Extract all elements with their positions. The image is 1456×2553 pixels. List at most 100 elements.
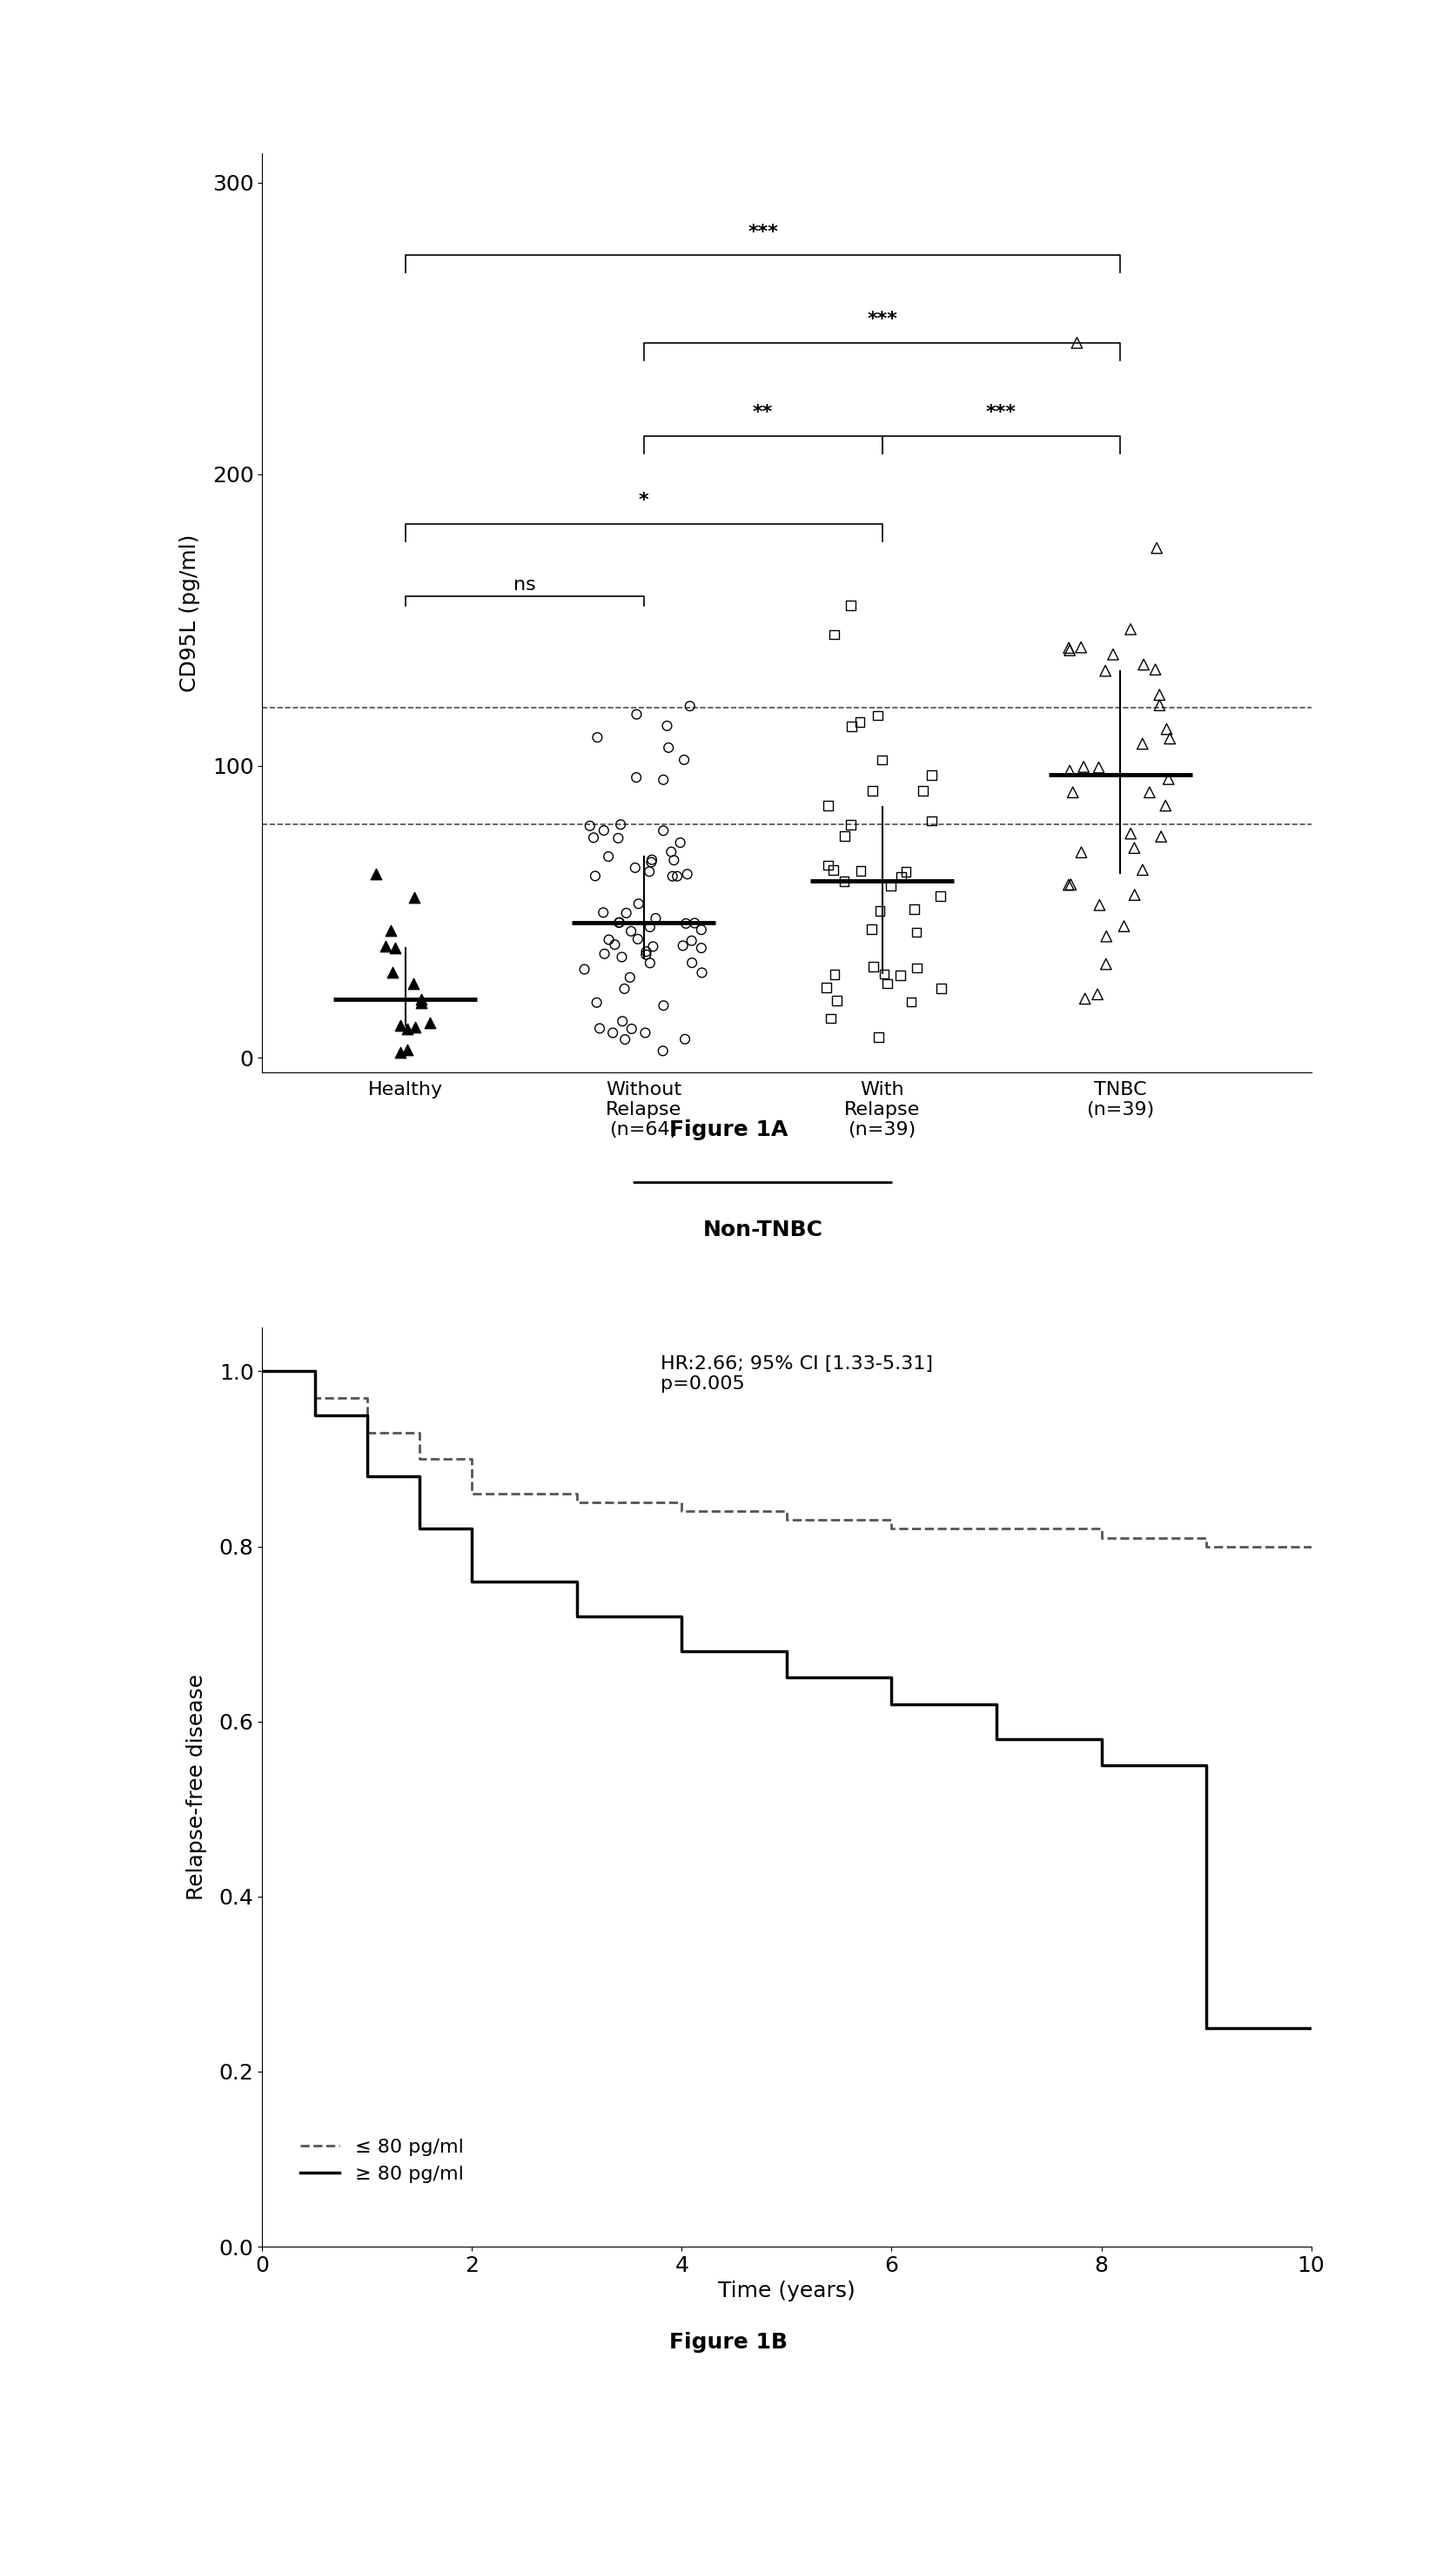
Point: [871, 740, 894, 781]
Point: [607, 901, 630, 942]
Point: [396, 1029, 419, 1070]
Point: [860, 947, 884, 988]
Point: [1069, 628, 1092, 669]
Point: [1153, 786, 1176, 827]
Point: [581, 817, 604, 858]
Point: [1093, 917, 1117, 957]
Point: [633, 934, 657, 975]
Text: ***: ***: [986, 403, 1016, 421]
Point: [1118, 608, 1142, 648]
Y-axis label: CD95L (pg/ml): CD95L (pg/ml): [179, 534, 199, 692]
Point: [409, 978, 432, 1019]
Point: [815, 786, 839, 827]
Point: [689, 909, 712, 950]
Point: [821, 850, 844, 891]
Point: [572, 950, 596, 991]
Point: [625, 694, 648, 735]
Point: [389, 1031, 412, 1072]
Point: [610, 937, 633, 978]
Point: [662, 840, 686, 881]
Point: [651, 1031, 674, 1072]
Point: [403, 1006, 427, 1047]
Point: [639, 842, 662, 883]
Point: [894, 853, 917, 894]
Point: [1155, 710, 1178, 751]
Point: [644, 899, 667, 940]
Point: [635, 932, 658, 973]
Point: [676, 853, 699, 894]
Point: [657, 728, 680, 768]
Point: [839, 705, 862, 745]
Point: [872, 955, 895, 996]
Point: [888, 955, 911, 996]
Point: [668, 822, 692, 863]
Point: [626, 883, 649, 924]
Point: [1137, 771, 1160, 812]
Point: [1158, 717, 1181, 758]
Point: [1060, 771, 1083, 812]
Point: [821, 615, 844, 656]
Point: [1118, 812, 1142, 853]
Point: [402, 962, 425, 1003]
Point: [1085, 973, 1108, 1014]
Point: [617, 957, 641, 998]
Text: ***: ***: [866, 311, 897, 329]
Point: [674, 904, 697, 945]
Point: [878, 865, 901, 906]
Point: [839, 585, 862, 625]
Point: [1064, 322, 1088, 363]
Point: [1088, 886, 1111, 927]
Point: [614, 894, 638, 934]
Point: [1147, 684, 1171, 725]
Point: [1101, 633, 1124, 674]
Point: [911, 771, 935, 812]
Point: [665, 855, 689, 896]
Point: [613, 1019, 636, 1059]
Point: [1093, 651, 1117, 692]
Point: [847, 702, 871, 743]
Point: [1131, 643, 1155, 684]
Point: [585, 983, 609, 1024]
Point: [890, 855, 913, 896]
Point: [1057, 628, 1080, 669]
Point: [619, 911, 642, 952]
Point: [597, 919, 620, 960]
Point: [683, 904, 706, 945]
Point: [639, 840, 662, 881]
Point: [610, 1001, 633, 1042]
Point: [380, 952, 403, 993]
Point: [597, 837, 620, 878]
Point: [680, 942, 703, 983]
Point: [1057, 865, 1080, 906]
Point: [866, 1016, 890, 1057]
Text: Figure 1B: Figure 1B: [668, 2333, 788, 2354]
Point: [826, 980, 849, 1021]
Point: [418, 1003, 441, 1044]
Point: [671, 924, 695, 965]
Point: [1112, 906, 1136, 947]
Point: [859, 909, 882, 950]
Y-axis label: Relapse-free disease: Relapse-free disease: [186, 1675, 207, 1899]
Point: [641, 927, 664, 968]
Point: [651, 985, 674, 1026]
Point: [578, 804, 601, 845]
Text: Non-TNBC: Non-TNBC: [702, 1220, 823, 1241]
Point: [1093, 945, 1117, 985]
Point: [609, 804, 632, 845]
Point: [383, 927, 406, 968]
Point: [818, 998, 842, 1039]
Point: [1086, 748, 1109, 789]
Point: [904, 947, 927, 988]
Point: [1144, 528, 1168, 569]
Point: [920, 799, 943, 840]
Point: [673, 740, 696, 781]
Point: [625, 758, 648, 799]
Point: [403, 878, 427, 919]
Text: ns: ns: [513, 577, 536, 595]
Point: [1069, 832, 1092, 873]
Point: [651, 758, 674, 799]
Point: [920, 756, 943, 797]
Point: [680, 919, 703, 960]
Point: [584, 855, 607, 896]
Point: [660, 832, 683, 873]
